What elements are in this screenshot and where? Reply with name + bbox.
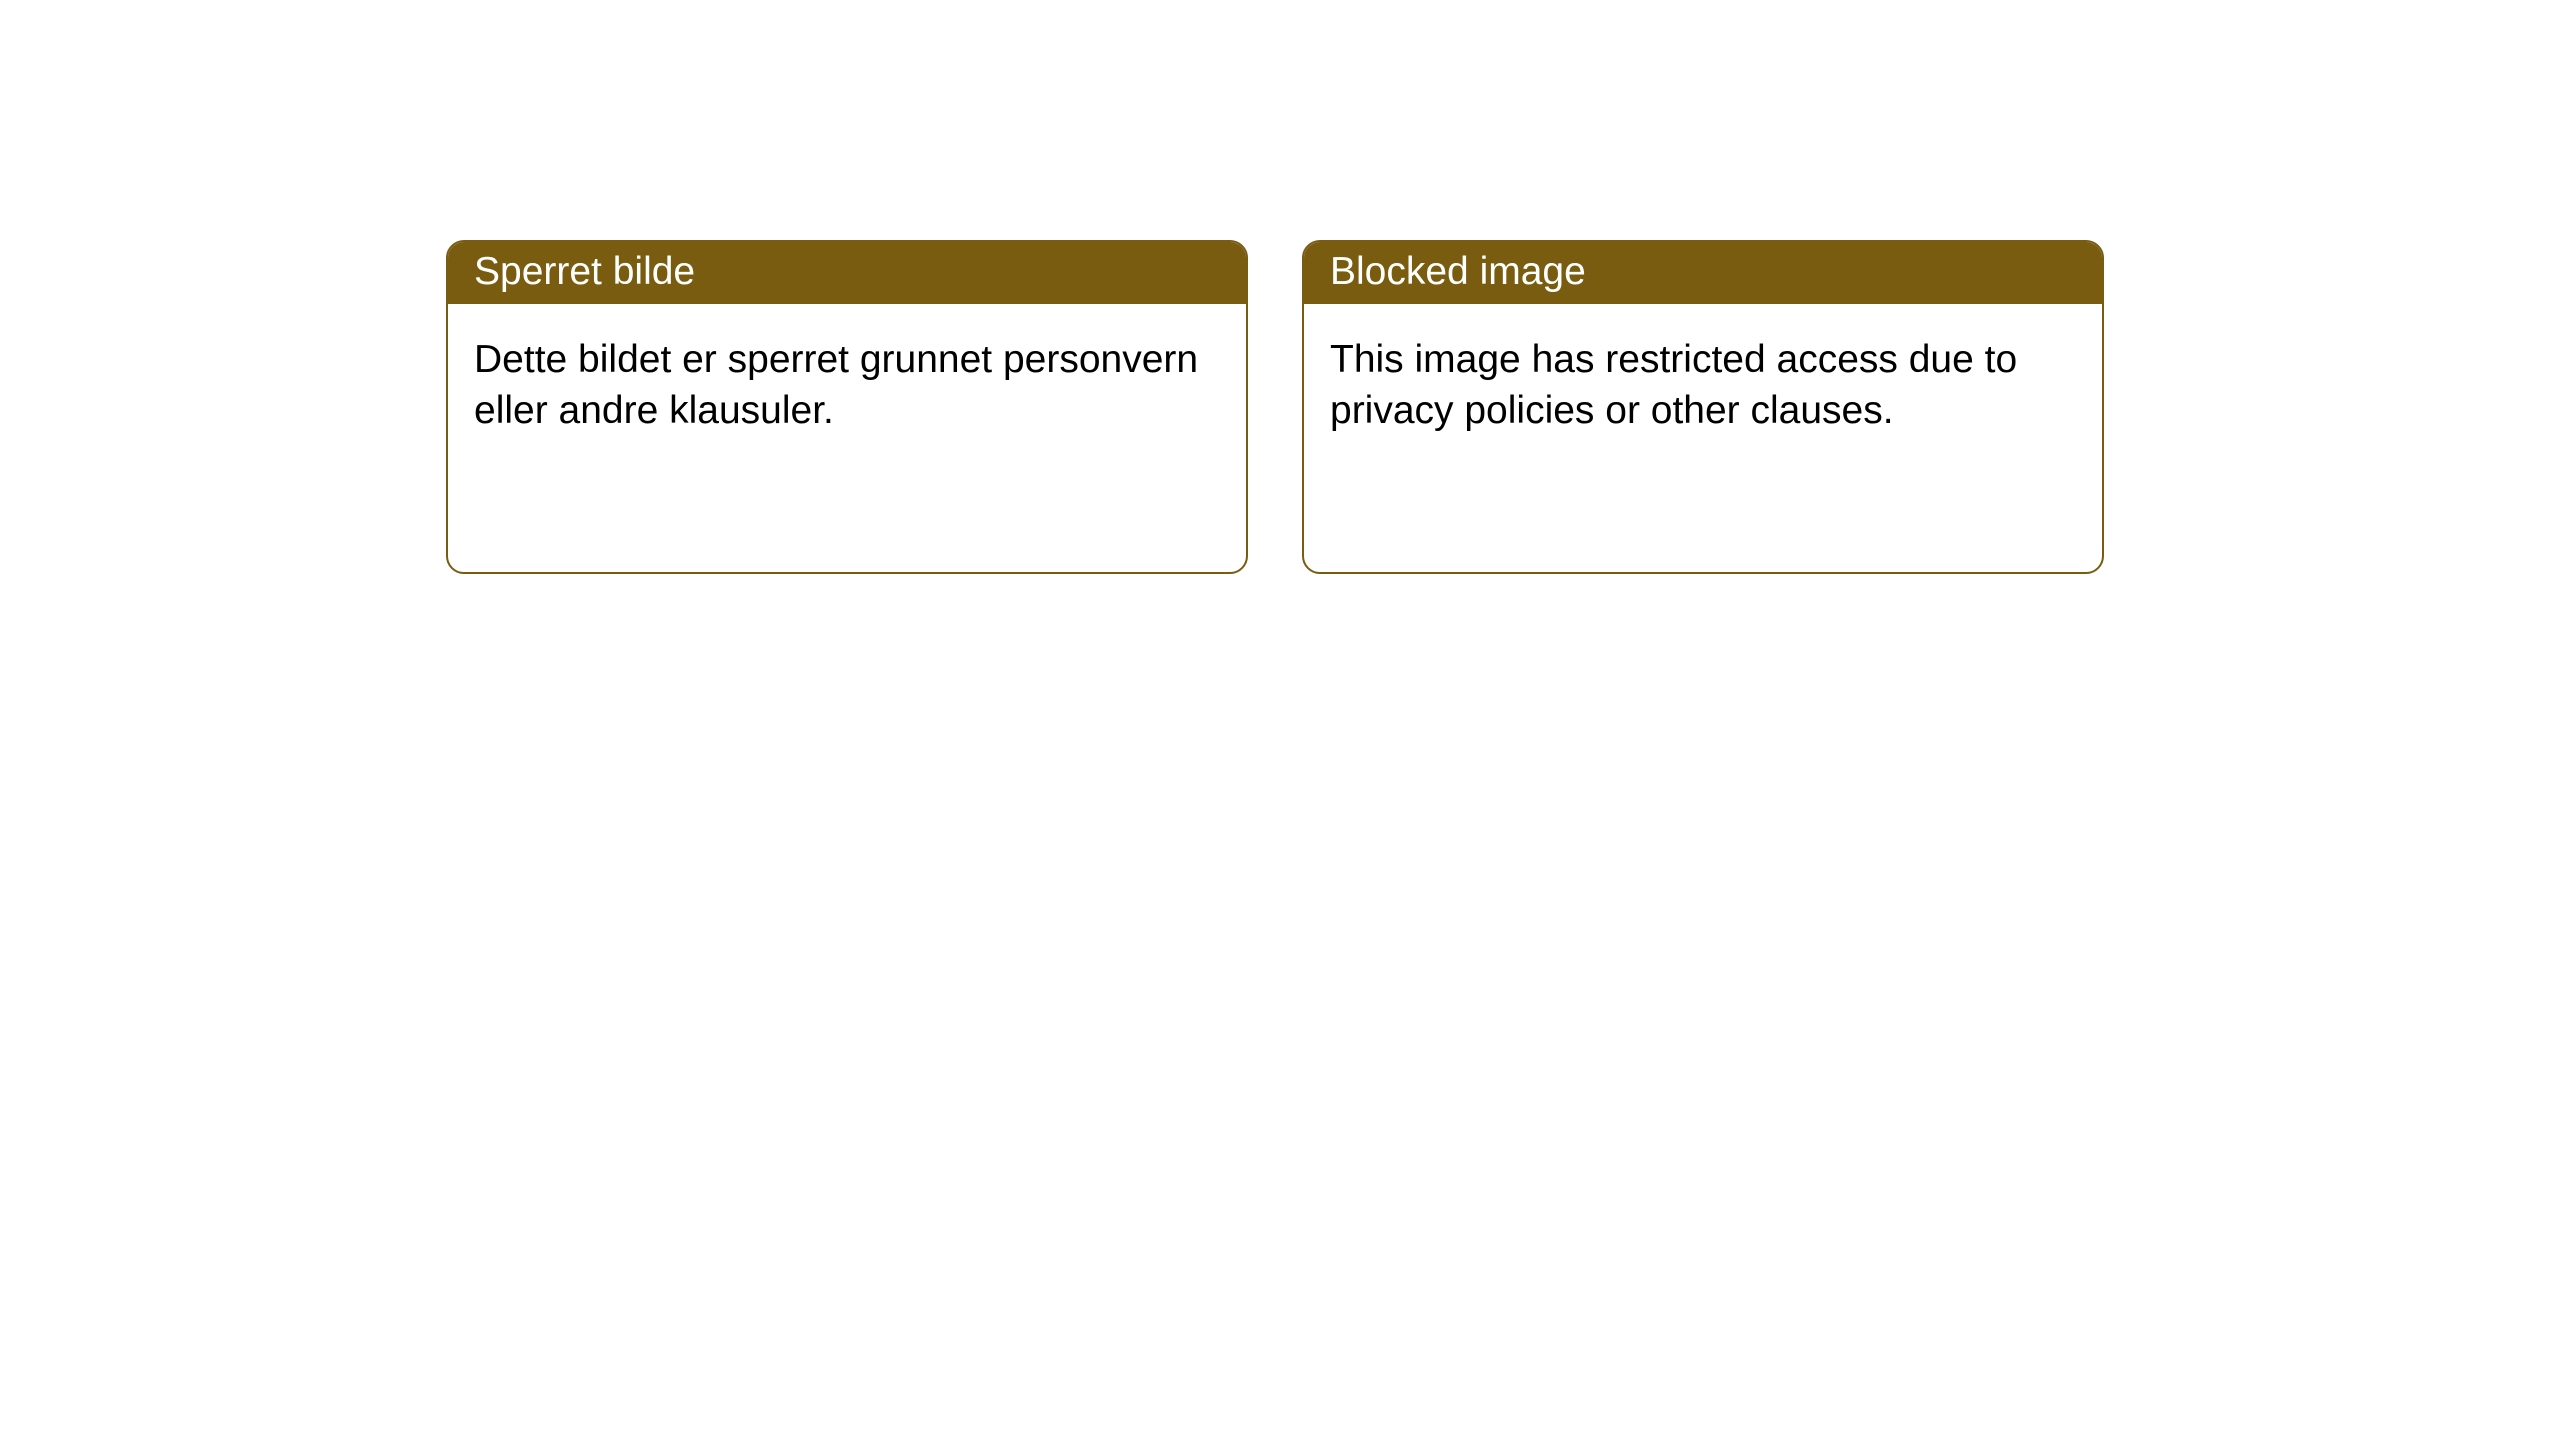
notice-container: Sperret bilde Dette bildet er sperret gr…: [0, 0, 2560, 574]
card-title: Sperret bilde: [448, 242, 1246, 304]
card-body: This image has restricted access due to …: [1304, 304, 2102, 467]
card-title: Blocked image: [1304, 242, 2102, 304]
blocked-image-card-norwegian: Sperret bilde Dette bildet er sperret gr…: [446, 240, 1248, 574]
blocked-image-card-english: Blocked image This image has restricted …: [1302, 240, 2104, 574]
card-body: Dette bildet er sperret grunnet personve…: [448, 304, 1246, 467]
